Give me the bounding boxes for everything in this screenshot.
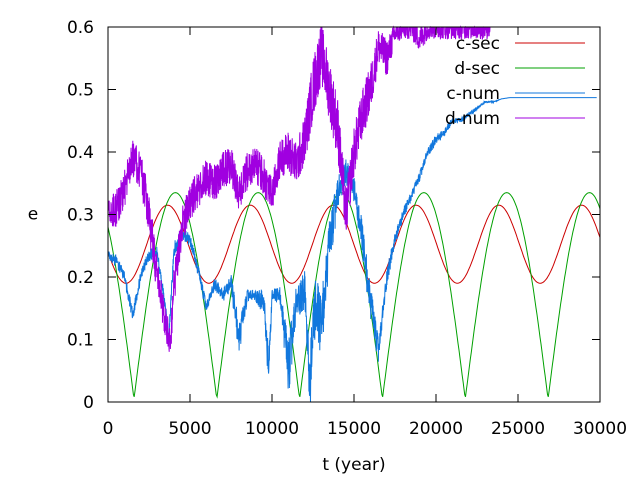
x-tick-label: 10000 [245, 419, 299, 439]
x-axis-label: t (year) [322, 455, 385, 475]
data-series-layer [107, 25, 601, 403]
series-line-d-num [107, 25, 491, 352]
y-tick-label: 0.2 [67, 268, 94, 288]
y-tick-label: 0.6 [67, 18, 94, 38]
y-tick-label: 0 [83, 393, 94, 413]
x-tick-label: 30000 [573, 419, 627, 439]
x-tick-label: 20000 [409, 419, 463, 439]
legend: c-sec d-sec c-num d-num [445, 34, 585, 129]
x-tick-label: 15000 [327, 419, 381, 439]
x-tick-label: 5000 [168, 419, 211, 439]
axis-ticks [107, 26, 601, 403]
y-tick-labels: 0 0.1 0.2 0.3 0.4 0.5 0.6 [67, 18, 94, 413]
y-tick-label: 0.3 [67, 206, 94, 226]
series-line-d-sec [107, 192, 601, 399]
y-tick-label: 0.5 [67, 81, 94, 101]
y-tick-label: 0.4 [67, 143, 94, 163]
series-line-c-sec [107, 204, 601, 284]
plot-frame [107, 26, 601, 403]
x-tick-label: 25000 [491, 419, 545, 439]
x-tick-label: 0 [103, 419, 114, 439]
legend-label-c-sec: c-sec [456, 34, 500, 54]
x-tick-labels: 0 5000 10000 15000 20000 25000 30000 [103, 419, 627, 439]
y-tick-label: 0.1 [67, 331, 94, 351]
legend-label-c-num: c-num [446, 84, 500, 104]
legend-label-d-num: d-num [445, 109, 500, 129]
legend-label-d-sec: d-sec [454, 59, 500, 79]
y-axis-label: e [28, 205, 38, 225]
